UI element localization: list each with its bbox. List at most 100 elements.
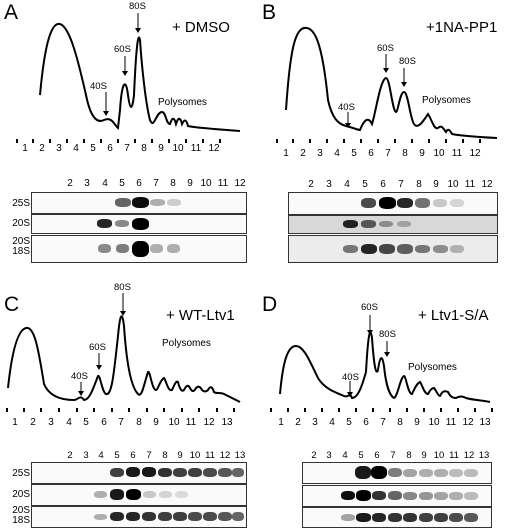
lane-number: 11 <box>217 178 229 189</box>
blot-band <box>232 468 244 477</box>
fraction-number: 4 <box>73 143 79 154</box>
peak-80s-label: 80S <box>399 56 416 67</box>
fraction-tick <box>216 408 218 412</box>
row-label-20s-18s: 20S 18S <box>12 236 30 257</box>
northern-blot-18s <box>31 235 247 263</box>
fraction-number: 9 <box>158 143 164 154</box>
blot-band <box>218 512 232 521</box>
fraction-number: 1 <box>22 143 28 154</box>
lane-number: 12 <box>234 178 246 189</box>
blot-band <box>372 513 386 522</box>
fraction-number: 11 <box>445 417 457 428</box>
blot-band <box>449 513 463 522</box>
blot-band <box>173 468 187 477</box>
fraction-number: 10 <box>433 148 445 159</box>
polysomes-label: Polysomes <box>158 97 207 108</box>
lane-number: 9 <box>187 178 193 189</box>
lane-number: 3 <box>326 450 332 461</box>
lane-number: 5 <box>119 178 125 189</box>
fraction-tick <box>440 408 442 412</box>
blot-band <box>218 468 232 477</box>
condition-label: + Ltv1-S/A <box>418 307 489 324</box>
fraction-tick <box>151 139 153 143</box>
polysomes-label: Polysomes <box>422 95 471 106</box>
fraction-number: 7 <box>124 143 130 154</box>
sucrose-gradient-profile <box>39 13 241 132</box>
row-label-20s: 20S <box>12 489 30 500</box>
fraction-number: 4 <box>329 417 335 428</box>
fraction-tick <box>185 139 187 143</box>
lane-number: 12 <box>219 450 231 461</box>
blot-band <box>341 514 355 521</box>
blot-band <box>419 492 433 500</box>
fraction-number: 9 <box>414 417 420 428</box>
blot-band <box>126 489 141 500</box>
blot-band <box>379 221 393 227</box>
fraction-tick <box>276 139 278 143</box>
blot-band <box>450 245 464 253</box>
fraction-tick <box>100 139 102 143</box>
peak-80s-label: 80S <box>379 329 396 340</box>
lane-number: 2 <box>67 178 73 189</box>
lane-number: 13 <box>234 450 246 461</box>
lane-number: 7 <box>398 179 404 190</box>
peak-60s-label: 60S <box>377 43 394 54</box>
fraction-number: 8 <box>141 143 147 154</box>
blot-band <box>343 245 358 253</box>
blot-band <box>415 198 430 208</box>
northern-blot-20s <box>31 484 247 506</box>
blot-band <box>132 241 149 257</box>
panel-letter: A <box>4 1 19 24</box>
lane-number: 4 <box>342 450 348 461</box>
fraction-tick <box>202 139 204 143</box>
blot-band <box>464 492 478 500</box>
blot-band <box>203 512 217 521</box>
panel-c: C + WT-Ltv1 40S 60S 80S Polysomes 1 2 3 … <box>0 266 250 528</box>
fraction-tick <box>360 139 362 143</box>
blot-band <box>433 245 448 253</box>
northern-blot-18s <box>288 235 498 263</box>
blot-band <box>388 468 402 477</box>
fraction-number: 4 <box>66 417 72 428</box>
blot-band <box>159 491 172 498</box>
fraction-tick <box>304 408 306 412</box>
northern-blot-18s <box>31 506 247 528</box>
fraction-tick <box>491 408 493 412</box>
lane-number: 7 <box>153 178 159 189</box>
panel-d: D + Ltv1-S/A 40S 60S 80S Polysomes 1 2 3… <box>262 266 512 528</box>
fraction-number: 11 <box>190 143 202 154</box>
lane-number: 3 <box>326 179 332 190</box>
fraction-tick <box>134 139 136 143</box>
fraction-tick <box>343 139 345 143</box>
fraction-tick <box>163 408 165 412</box>
fraction-tick <box>16 139 18 143</box>
fraction-number: 2 <box>39 143 45 154</box>
sucrose-gradient-profile <box>7 293 241 403</box>
blot-band <box>355 466 371 479</box>
blot-band <box>132 218 149 230</box>
blot-band <box>403 513 417 522</box>
northern-blot-20s <box>31 214 247 234</box>
lane-number: 6 <box>130 450 136 461</box>
fraction-tick <box>479 139 481 143</box>
lane-number: 7 <box>146 450 152 461</box>
fraction-number: 2 <box>30 417 36 428</box>
fraction-tick <box>474 408 476 412</box>
fraction-tick <box>76 408 78 412</box>
fraction-number: 1 <box>283 148 289 159</box>
fraction-tick <box>117 139 119 143</box>
fraction-number: 12 <box>203 417 215 428</box>
lane-number: 11 <box>449 450 459 461</box>
fraction-number: 7 <box>380 417 386 428</box>
fraction-number: 7 <box>118 417 124 428</box>
fraction-number: 3 <box>56 143 62 154</box>
blot-band <box>142 512 156 521</box>
northern-blot-25s <box>288 192 498 215</box>
fraction-number: 12 <box>469 148 481 159</box>
blot-band <box>419 513 433 522</box>
fraction-number: 11 <box>185 417 197 428</box>
fraction-number: 3 <box>48 417 54 428</box>
fraction-number: 6 <box>368 148 374 159</box>
blot-band <box>433 199 447 207</box>
fraction-tick <box>146 408 148 412</box>
